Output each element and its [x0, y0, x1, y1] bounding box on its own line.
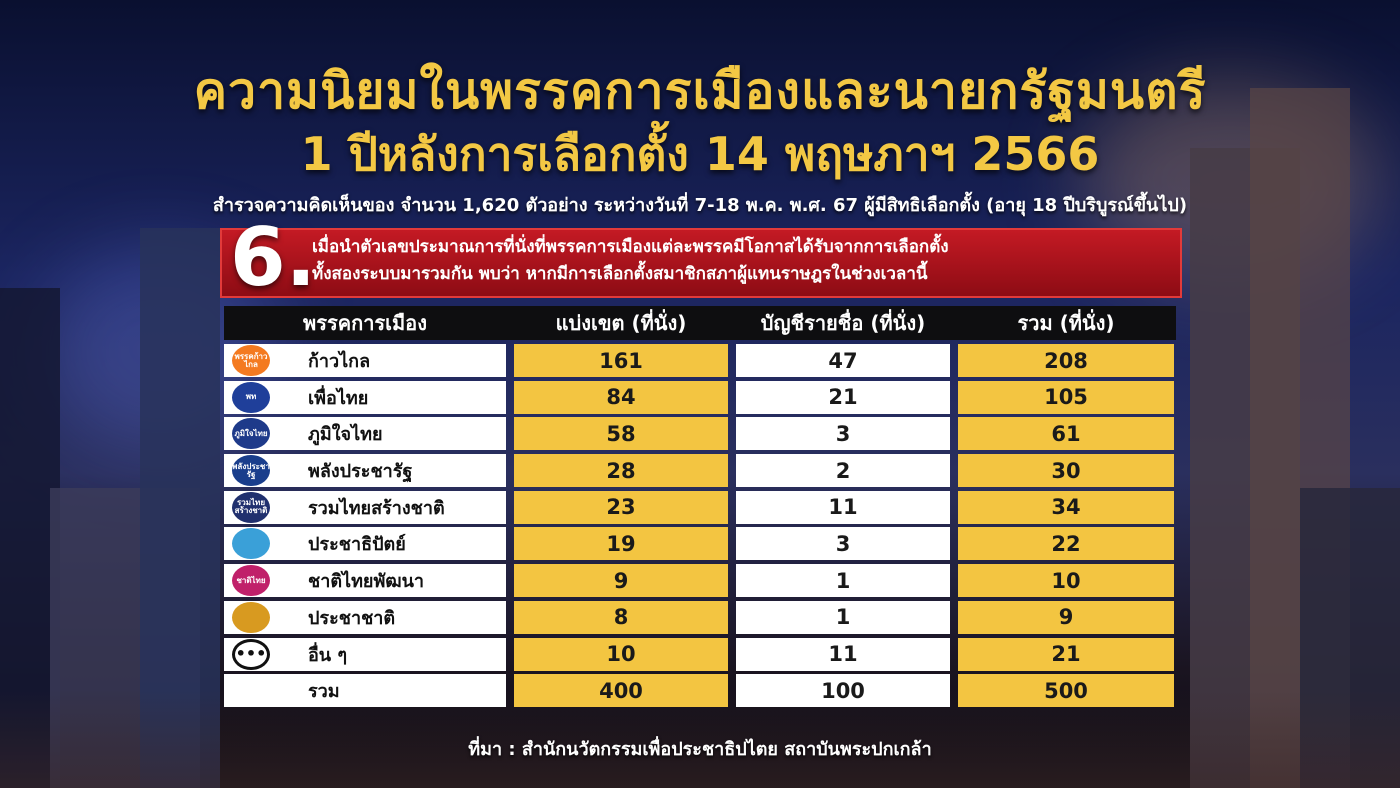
- party-logo-icon: [232, 528, 270, 560]
- party-logo-text: พรรคก้าวไกล: [234, 351, 268, 369]
- table-row: ประชาธิปัตย์ 19 3 22: [224, 527, 1176, 561]
- total-district: 400: [514, 674, 728, 708]
- party-name: ชาติไทยพัฒนา: [308, 571, 425, 593]
- total-seats: 34: [958, 490, 1174, 524]
- party-cell: ภูมิใจไทย ภูมิใจไทย: [224, 417, 506, 451]
- district-seats: 23: [514, 490, 728, 524]
- list-seats: 11: [736, 490, 950, 524]
- table-row: พลังประชารัฐ พลังประชารัฐ 28 2 30: [224, 454, 1176, 488]
- party-logo-text: พลังประชารัฐ: [232, 461, 270, 479]
- total-seats: 105: [958, 380, 1174, 414]
- party-name: ภูมิใจไทย: [308, 424, 383, 446]
- page-title: ความนิยมในพรรคการเมืองและนายกรัฐมนตรี: [193, 62, 1207, 120]
- party-cell: รวมไทยสร้างชาติ รวมไทยสร้างชาติ: [224, 490, 506, 524]
- list-seats: 3: [736, 527, 950, 561]
- party-logo-text: พท: [245, 392, 257, 402]
- page-subtitle: 1 ปีหลังการเลือกตั้ง 14 พฤษภาฯ 2566: [300, 127, 1100, 181]
- party-logo-icon: ชาติไทย: [232, 565, 270, 597]
- party-logo-icon: พท: [232, 381, 270, 413]
- district-seats: 8: [514, 600, 728, 634]
- list-seats: 1: [736, 600, 950, 634]
- list-seats: 11: [736, 637, 950, 671]
- party-cell: ชาติไทย ชาติไทยพัฒนา: [224, 564, 506, 598]
- total-label-cell: รวม: [224, 674, 506, 708]
- district-seats: 10: [514, 637, 728, 671]
- party-logo-text: ชาติไทย: [236, 575, 266, 585]
- table-row: พรรคก้าวไกล ก้าวไกล 161 47 208: [224, 344, 1176, 377]
- party-logo-icon: รวมไทยสร้างชาติ: [232, 491, 270, 523]
- total-row: รวม 400 100 500: [224, 674, 1176, 708]
- district-seats: 19: [514, 527, 728, 561]
- header-district: แบ่งเขต (ที่นั่ง): [555, 311, 687, 335]
- party-logo-icon: •••: [232, 638, 270, 670]
- party-name: ประชาชาติ: [308, 607, 396, 629]
- header-party: พรรคการเมือง: [303, 311, 427, 335]
- list-seats: 2: [736, 454, 950, 488]
- total-list: 100: [736, 674, 950, 708]
- party-name: ก้าวไกล: [308, 351, 371, 372]
- total-total: 500: [958, 674, 1174, 708]
- party-cell: ประชาธิปัตย์: [224, 527, 506, 561]
- party-name: รวมไทยสร้างชาติ: [308, 497, 445, 519]
- list-seats: 3: [736, 417, 950, 451]
- table-row: ประชาชาติ 8 1 9: [224, 600, 1176, 634]
- party-name: เพื่อไทย: [308, 387, 369, 409]
- total-seats: 30: [958, 454, 1174, 488]
- party-cell: พรรคก้าวไกล ก้าวไกล: [224, 344, 506, 377]
- list-seats: 21: [736, 380, 950, 414]
- party-logo-icon: พรรคก้าวไกล: [232, 345, 270, 376]
- total-seats: 10: [958, 564, 1174, 598]
- total-label: รวม: [308, 681, 340, 703]
- list-seats: 47: [736, 344, 950, 377]
- party-name: อื่น ๆ: [308, 644, 348, 666]
- district-seats: 84: [514, 380, 728, 414]
- party-logo-text: ภูมิใจไทย: [234, 428, 268, 438]
- list-seats: 1: [736, 564, 950, 598]
- party-logo-icon: ภูมิใจไทย: [232, 418, 270, 450]
- total-seats: 61: [958, 417, 1174, 451]
- district-seats: 28: [514, 454, 728, 488]
- finding-banner: [220, 228, 1182, 298]
- finding-number: 6.: [230, 211, 317, 304]
- table-row: รวมไทยสร้างชาติ รวมไทยสร้างชาติ 23 11 34: [224, 490, 1176, 524]
- party-cell: พลังประชารัฐ พลังประชารัฐ: [224, 454, 506, 488]
- table-header: พรรคการเมือง แบ่งเขต (ที่นั่ง) บัญชีรายช…: [224, 306, 1176, 340]
- district-seats: 9: [514, 564, 728, 598]
- party-cell: ••• อื่น ๆ: [224, 637, 506, 671]
- finding-text: เมื่อนำตัวเลขประมาณการที่นั่งที่พรรคการเ…: [312, 234, 1172, 288]
- total-seats: 21: [958, 637, 1174, 671]
- party-cell: ประชาชาติ: [224, 600, 506, 634]
- district-seats: 161: [514, 344, 728, 377]
- party-logo-icon: [232, 601, 270, 633]
- total-seats: 208: [958, 344, 1174, 377]
- table-row: ภูมิใจไทย ภูมิใจไทย 58 3 61: [224, 417, 1176, 451]
- table-row: ••• อื่น ๆ 10 11 21: [224, 637, 1176, 671]
- party-cell: พท เพื่อไทย: [224, 380, 506, 414]
- header-total: รวม (ที่นั่ง): [1017, 311, 1115, 335]
- source-note: ที่มา : สำนักนวัตกรรมเพื่อประชาธิปไตย สถ…: [468, 739, 932, 760]
- finding-line-1: เมื่อนำตัวเลขประมาณการที่นั่งที่พรรคการเ…: [312, 237, 949, 257]
- table-row: ชาติไทย ชาติไทยพัฒนา 9 1 10: [224, 564, 1176, 598]
- party-name: ประชาธิปัตย์: [308, 534, 406, 556]
- total-seats: 9: [958, 600, 1174, 634]
- total-seats: 22: [958, 527, 1174, 561]
- finding-line-2: ทั้งสองระบบมารวมกัน พบว่า หากมีการเลือกต…: [312, 264, 928, 284]
- party-logo-text: •••: [235, 644, 267, 663]
- district-seats: 58: [514, 417, 728, 451]
- survey-note: สำรวจความคิดเห็นของ จำนวน 1,620 ตัวอย่าง…: [212, 195, 1188, 216]
- table-row: พท เพื่อไทย 84 21 105: [224, 380, 1176, 414]
- seat-projection-table: พรรคการเมือง แบ่งเขต (ที่นั่ง) บัญชีรายช…: [224, 306, 1176, 711]
- header-list: บัญชีรายชื่อ (ที่นั่ง): [760, 311, 926, 335]
- party-name: พลังประชารัฐ: [308, 461, 413, 483]
- party-logo-icon: พลังประชารัฐ: [232, 455, 270, 487]
- party-logo-text: รวมไทยสร้างชาติ: [234, 498, 268, 516]
